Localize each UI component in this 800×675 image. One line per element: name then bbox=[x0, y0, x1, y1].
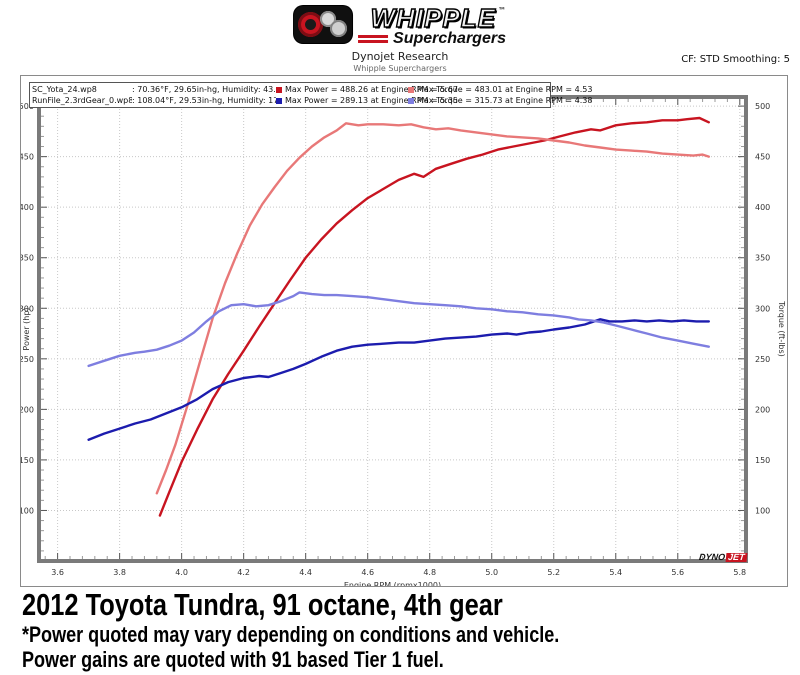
y-axis-title-left: Power (hp) bbox=[22, 307, 31, 350]
supercharger-ring-icon bbox=[298, 12, 324, 37]
y-tick-label-left: 500 bbox=[21, 102, 34, 111]
series-line-1 bbox=[155, 122, 710, 495]
power-swatch-icon bbox=[276, 86, 282, 93]
run-conditions: : 70.36°F, 29.65in-hg, Humidity: 43.38%,… bbox=[132, 85, 276, 94]
x-tick-label: 5.6 bbox=[671, 568, 684, 577]
y-tick-label-left: 150 bbox=[21, 456, 34, 465]
disclaimer-line-2: Power gains are quoted with 91 based Tie… bbox=[22, 647, 444, 672]
x-tick-label: 4.6 bbox=[361, 568, 374, 577]
y-tick-label-right: 250 bbox=[755, 355, 770, 364]
dynojet-logo-dyno: DYNO bbox=[698, 552, 726, 562]
max-torque-label: Max Torque = 315.73 at Engine RPM = 4.38 bbox=[417, 96, 593, 105]
vehicle-title: 2012 Toyota Tundra, 91 octane, 4th gear bbox=[22, 587, 503, 622]
whipple-logo: WHIPPLE ™ Superchargers bbox=[294, 3, 506, 48]
y-tick-label-right: 200 bbox=[755, 405, 770, 414]
rotor-icon bbox=[330, 20, 348, 37]
plot-frame bbox=[37, 95, 748, 563]
x-tick-label: 4.4 bbox=[299, 568, 312, 577]
grid-layer bbox=[39, 97, 746, 561]
red-stripes-icon bbox=[358, 35, 389, 43]
y-tick-label-left: 250 bbox=[21, 355, 34, 364]
x-tick-label: 4.2 bbox=[237, 568, 250, 577]
max-torque-label: Max Torque = 483.01 at Engine RPM = 4.53 bbox=[417, 85, 593, 94]
brand-row: WHIPPLE ™ bbox=[370, 3, 506, 33]
whipple-emblem-icon bbox=[294, 6, 353, 43]
x-tick-label: 3.8 bbox=[113, 568, 126, 577]
legend-row-stock: RunFile_2.3rdGear_0.wp8 : 108.04°F, 29.5… bbox=[32, 95, 592, 106]
x-tick-label: 5.8 bbox=[733, 568, 746, 577]
series-line-2 bbox=[87, 318, 710, 441]
max-power-label: Max Power = 289.13 at Engine RPM = 5.35 bbox=[285, 96, 459, 105]
run-file-name: RunFile_2.3rdGear_0.wp8 bbox=[32, 96, 132, 105]
legend-entry-max-power: Max Power = 488.26 at Engine RPM = 5.67 bbox=[276, 84, 458, 95]
footer-notes: 2012 Toyota Tundra, 91 octane, 4th gear … bbox=[22, 587, 560, 673]
y-tick-label-right: 150 bbox=[755, 456, 770, 465]
chart-legend: SC_Yota_24.wp8 : 70.36°F, 29.65in-hg, Hu… bbox=[29, 82, 592, 108]
brand-subname: Superchargers bbox=[393, 30, 506, 47]
correction-factor-note: CF: STD Smoothing: 5 bbox=[681, 54, 790, 65]
y-tick-label-left: 350 bbox=[21, 254, 34, 263]
run-file-name: SC_Yota_24.wp8 bbox=[32, 85, 97, 94]
report-subtitle: Whipple Superchargers bbox=[353, 64, 447, 73]
series-line-0 bbox=[158, 116, 710, 517]
label-layer: 3.6 3.8 4.0 4.2 4.4 4.6 4.8 5.0 5.2 5.4 5.6 5.8 100 1… bbox=[21, 102, 786, 586]
series-line-3 bbox=[87, 291, 710, 368]
legend-entry-max-power: Max Power = 289.13 at Engine RPM = 5.35 bbox=[276, 95, 458, 106]
series-layer bbox=[87, 116, 710, 517]
x-tick-label: 4.0 bbox=[175, 568, 188, 577]
y-tick-label-right: 500 bbox=[755, 102, 770, 111]
x-tick-label: 4.8 bbox=[423, 568, 436, 577]
y-tick-label-left: 300 bbox=[21, 304, 34, 313]
tick-layer bbox=[41, 99, 744, 562]
brand-name: WHIPPLE bbox=[370, 3, 496, 33]
legend-entry-max-torque: Max Torque = 483.01 at Engine RPM = 4.53 bbox=[408, 84, 592, 95]
y-tick-label-right: 100 bbox=[755, 506, 770, 515]
frame-layer bbox=[37, 95, 748, 563]
y-tick-label-right: 350 bbox=[755, 254, 770, 263]
brand-sub-row: Superchargers bbox=[358, 30, 506, 48]
y-tick-label-left: 100 bbox=[21, 506, 34, 515]
x-axis-title: Engine RPM (rpmx1000) bbox=[344, 581, 441, 586]
trademark-symbol: ™ bbox=[497, 6, 506, 15]
y-tick-label-right: 400 bbox=[755, 203, 770, 212]
dynojet-logo-jet: JET bbox=[725, 552, 748, 562]
power-swatch-icon bbox=[276, 97, 282, 104]
logo-text: WHIPPLE ™ Superchargers bbox=[358, 3, 506, 48]
y-tick-label-left: 450 bbox=[21, 153, 34, 162]
x-tick-label: 5.2 bbox=[547, 568, 560, 577]
legend-row-sc: SC_Yota_24.wp8 : 70.36°F, 29.65in-hg, Hu… bbox=[32, 84, 592, 95]
y-tick-label-left: 400 bbox=[21, 203, 34, 212]
dyno-chart-svg: 3.6 3.8 4.0 4.2 4.4 4.6 4.8 5.0 5.2 5.4 5.6 5.8 100 1… bbox=[21, 95, 786, 586]
y-tick-label-right: 450 bbox=[755, 153, 770, 162]
legend-entry-max-torque: Max Torque = 315.73 at Engine RPM = 4.38 bbox=[408, 95, 592, 106]
run-conditions: : 108.04°F, 29.53in-hg, Humidity: 17.42%… bbox=[132, 96, 276, 105]
x-tick-label: 5.0 bbox=[485, 568, 498, 577]
y-tick-label-left: 200 bbox=[21, 405, 34, 414]
max-power-label: Max Power = 488.26 at Engine RPM = 5.67 bbox=[285, 85, 459, 94]
y-axis-title-right: Torque (ft-lbs) bbox=[777, 300, 786, 357]
report-title: Dynojet Research bbox=[351, 50, 449, 63]
y-tick-label-right: 300 bbox=[755, 304, 770, 313]
torque-swatch-icon bbox=[408, 86, 414, 93]
dyno-chart: 3.6 3.8 4.0 4.2 4.4 4.6 4.8 5.0 5.2 5.4 5.6 5.8 100 1… bbox=[20, 75, 788, 587]
dynojet-logo: DYNO JET bbox=[698, 552, 748, 562]
x-tick-label: 3.6 bbox=[51, 568, 64, 577]
disclaimer-line-1: *Power quoted may vary depending on cond… bbox=[22, 622, 560, 647]
torque-swatch-icon bbox=[408, 97, 414, 104]
x-tick-label: 5.4 bbox=[609, 568, 622, 577]
